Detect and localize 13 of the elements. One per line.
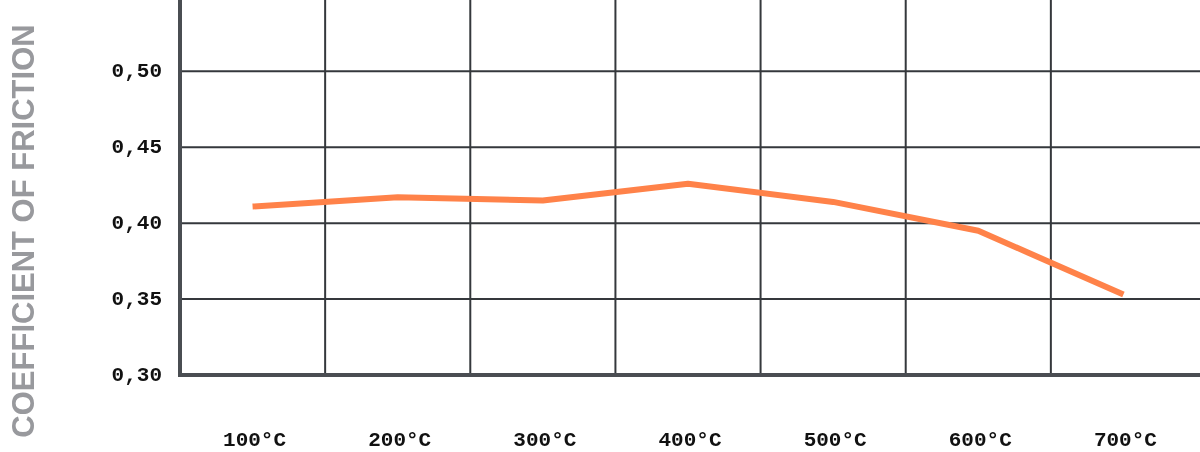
y-tick-label: 0,50: [111, 59, 162, 83]
x-tick-label: 400°C: [658, 429, 722, 452]
x-tick-label: 100°C: [223, 429, 287, 452]
y-tick-label: 0,30: [111, 363, 162, 387]
x-tick-label: 500°C: [803, 429, 868, 452]
y-tick-label: 0,35: [111, 287, 162, 311]
x-tick-label: 300°C: [513, 429, 577, 452]
y-tick-label: 0,40: [111, 211, 162, 235]
x-tick-label: 200°C: [368, 429, 432, 452]
x-tick-label: 700°C: [1093, 429, 1158, 452]
x-tick-label: 600°C: [948, 429, 1013, 452]
y-tick-label: 0,45: [111, 135, 162, 159]
y-axis-title: COEFFICIENT OF FRICTION: [6, 24, 41, 438]
